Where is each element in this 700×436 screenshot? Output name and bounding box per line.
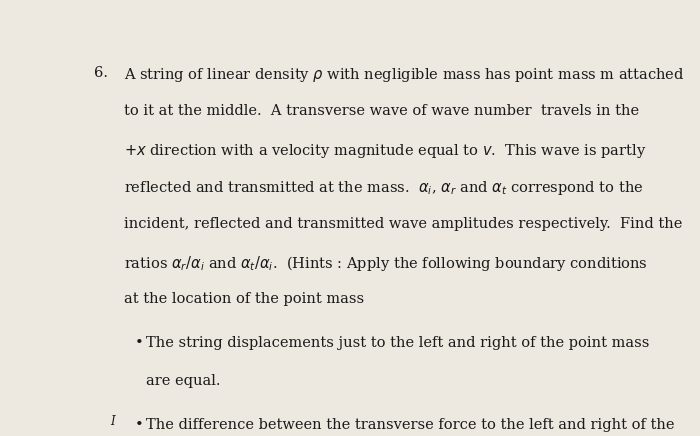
Text: are equal.: are equal. <box>146 374 220 388</box>
Text: ratios $\alpha_r/\alpha_i$ and $\alpha_t/\alpha_i$.  (Hints : Apply the followin: ratios $\alpha_r/\alpha_i$ and $\alpha_t… <box>125 255 648 273</box>
Text: The string displacements just to the left and right of the point mass: The string displacements just to the lef… <box>146 337 650 351</box>
Text: $+x$ direction with a velocity magnitude equal to $v$.  This wave is partly: $+x$ direction with a velocity magnitude… <box>125 142 647 160</box>
Text: A string of linear density $\rho$ with negligible mass has point mass m attached: A string of linear density $\rho$ with n… <box>125 66 685 85</box>
Text: incident, reflected and transmitted wave amplitudes respectively.  Find the: incident, reflected and transmitted wave… <box>125 217 682 231</box>
Text: 6.: 6. <box>94 66 108 80</box>
Text: •: • <box>135 419 144 433</box>
Text: at the location of the point mass: at the location of the point mass <box>125 292 365 306</box>
Text: The difference between the transverse force to the left and right of the: The difference between the transverse fo… <box>146 419 675 433</box>
Text: to it at the middle.  A transverse wave of wave number  travels in the: to it at the middle. A transverse wave o… <box>125 104 640 118</box>
Text: •: • <box>135 337 144 351</box>
Text: .: . <box>113 435 119 436</box>
Text: I: I <box>111 415 115 428</box>
Text: reflected and transmitted at the mass.  $\alpha_i$, $\alpha_r$ and $\alpha_t$ co: reflected and transmitted at the mass. $… <box>125 179 644 197</box>
